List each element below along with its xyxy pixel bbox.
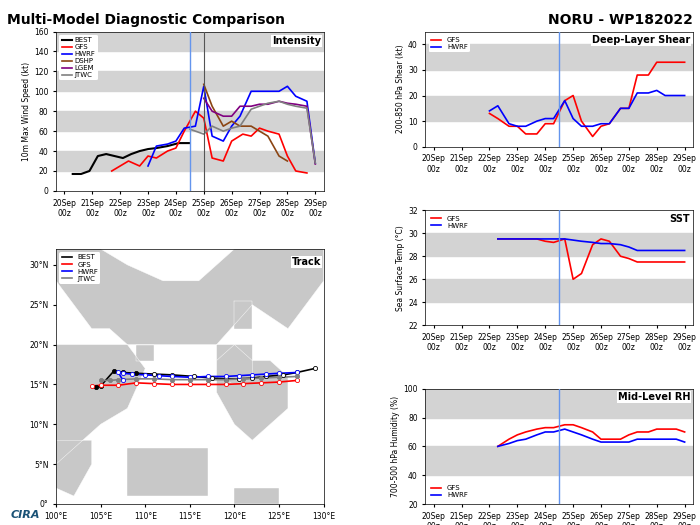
Polygon shape xyxy=(136,344,154,361)
Text: SST: SST xyxy=(670,214,690,224)
Text: Intensity: Intensity xyxy=(272,36,321,46)
Legend: GFS, HWRF: GFS, HWRF xyxy=(429,35,470,52)
Bar xyxy=(56,151,323,171)
Bar xyxy=(56,71,323,91)
Y-axis label: 10m Max Wind Speed (kt): 10m Max Wind Speed (kt) xyxy=(22,61,31,161)
Legend: GFS, HWRF: GFS, HWRF xyxy=(429,214,470,231)
Bar xyxy=(56,32,323,51)
Text: Track: Track xyxy=(292,257,321,267)
Bar xyxy=(426,279,693,302)
Text: Deep-Layer Shear: Deep-Layer Shear xyxy=(592,35,690,45)
Legend: GFS, HWRF: GFS, HWRF xyxy=(429,484,470,500)
Y-axis label: 700-500 hPa Humidity (%): 700-500 hPa Humidity (%) xyxy=(391,396,400,497)
Polygon shape xyxy=(234,301,252,329)
Polygon shape xyxy=(216,344,252,384)
Legend: BEST, GFS, HWRF, DSHP, LGEM, JTWC: BEST, GFS, HWRF, DSHP, LGEM, JTWC xyxy=(60,35,98,80)
Text: Mid-Level RH: Mid-Level RH xyxy=(618,392,690,402)
Polygon shape xyxy=(127,448,208,496)
Polygon shape xyxy=(38,344,145,464)
Bar xyxy=(426,44,693,70)
Polygon shape xyxy=(56,440,92,496)
Bar xyxy=(426,446,693,475)
Text: CIRA: CIRA xyxy=(10,510,40,520)
Y-axis label: 200-850 hPa Shear (kt): 200-850 hPa Shear (kt) xyxy=(396,45,405,133)
Polygon shape xyxy=(216,344,288,440)
Bar xyxy=(56,111,323,131)
Bar xyxy=(426,96,693,121)
Bar xyxy=(426,233,693,256)
Polygon shape xyxy=(56,249,323,344)
Polygon shape xyxy=(234,488,279,504)
Text: NORU - WP182022: NORU - WP182022 xyxy=(548,13,693,27)
Bar xyxy=(426,388,693,417)
Legend: BEST, GFS, HWRF, JTWC: BEST, GFS, HWRF, JTWC xyxy=(60,253,101,284)
Text: Multi-Model Diagnostic Comparison: Multi-Model Diagnostic Comparison xyxy=(7,13,285,27)
Y-axis label: Sea Surface Temp (°C): Sea Surface Temp (°C) xyxy=(396,225,405,311)
